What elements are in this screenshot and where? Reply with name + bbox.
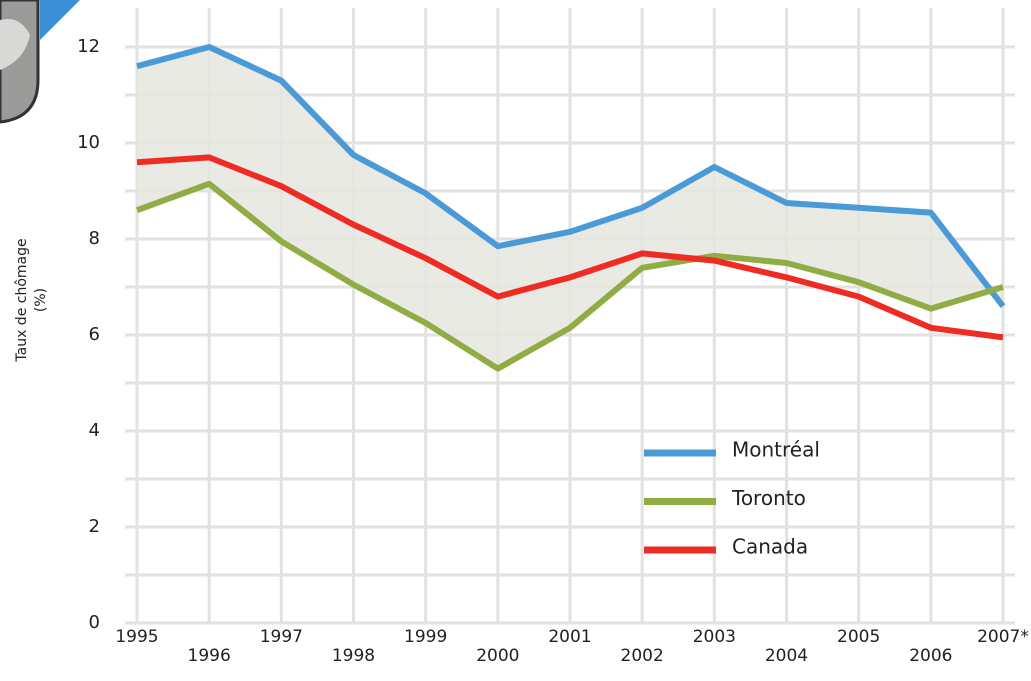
x-tick-label: 2003 (693, 627, 736, 647)
y-tick-label: 0 (89, 612, 100, 633)
corner-photo (0, 0, 80, 124)
x-tick-label: 2002 (621, 646, 664, 666)
y-tick-label: 6 (89, 324, 100, 345)
x-tick-label: 1996 (188, 646, 231, 666)
x-tick-label: 1995 (115, 627, 158, 647)
x-tick-label: 1997 (260, 627, 303, 647)
legend-label: Toronto (731, 486, 806, 510)
series-line (136, 44, 1006, 309)
y-tick-label: 12 (77, 36, 100, 57)
y-tick-label: 2 (89, 516, 100, 537)
series-line (135, 180, 1004, 372)
x-tick-label: 2004 (765, 646, 808, 666)
x-tick-label: 1999 (404, 627, 447, 647)
x-tick-label: 2006 (909, 646, 952, 666)
y-tick-label: 4 (89, 420, 100, 441)
x-tick-label: 1998 (332, 646, 375, 666)
y-tick-label: 10 (77, 132, 100, 153)
y-axis-label: Taux de chômage (14, 238, 30, 362)
series-line (136, 154, 1004, 341)
y-tick-label: 8 (89, 228, 100, 249)
x-tick-label: 2001 (548, 627, 591, 647)
legend-label: Montréal (732, 438, 820, 462)
plot-area: 0 2 4 6 8 10 12 1995 1996 1997 1998 1999 2000 2001 200… (77, 8, 1029, 666)
legend-label: Canada (732, 535, 808, 559)
x-tick-label: 2005 (837, 627, 880, 647)
y-axis-unit: (%) (33, 288, 49, 312)
x-tick-label: 2000 (476, 646, 519, 666)
x-tick-label: 2007* (977, 627, 1029, 647)
